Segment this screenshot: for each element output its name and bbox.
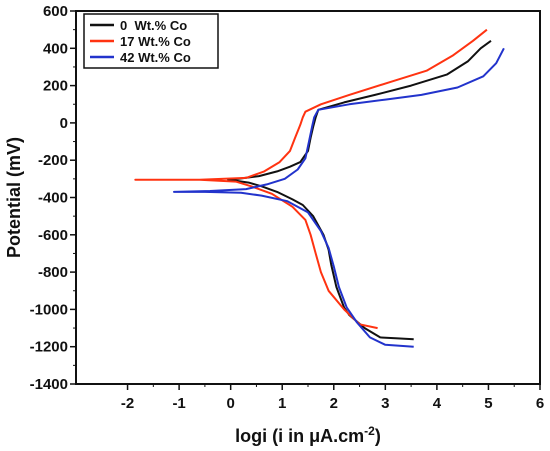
series-line-3 (173, 47, 505, 348)
x-tick-label: 3 (381, 395, 389, 412)
x-tick-label: 5 (484, 395, 492, 412)
series-line-1 (227, 39, 492, 341)
y-tick-label: 400 (43, 40, 68, 57)
x-axis-label-sup: -2 (364, 424, 375, 438)
x-tick-label: 1 (278, 395, 286, 412)
y-tick-label: 600 (43, 3, 68, 20)
x-tick-label: 6 (536, 395, 544, 412)
x-tick-label: 4 (433, 395, 442, 412)
y-tick-label: -800 (38, 264, 68, 281)
y-tick-label: 200 (43, 78, 68, 95)
x-axis-label: logi (i in μA.cm-2) (235, 424, 381, 446)
y-tick-label: -200 (38, 152, 68, 169)
legend-label-3: 42 Wt.% Co (120, 50, 191, 65)
x-axis-label-main: logi (i in μA.cm (235, 426, 364, 446)
x-tick-label: -2 (121, 395, 134, 412)
y-tick-label: -400 (38, 190, 68, 207)
legend-label-1: 0 Wt.% Co (120, 18, 187, 33)
x-axis-label-close: ) (375, 426, 381, 446)
x-tick-label: 0 (226, 395, 234, 412)
y-tick-label: 0 (60, 115, 68, 132)
x-tick-label: 2 (330, 395, 338, 412)
axis-ticks: -2 -1 0 1 2 3 4 5 6 -1400 -1200 -1000 -800 -600 -400 -2… (30, 3, 545, 412)
x-tick-label: -1 (172, 395, 185, 412)
y-tick-label: -1000 (30, 301, 68, 318)
y-tick-label: -1400 (30, 376, 68, 393)
plot-curves (134, 28, 505, 348)
y-axis-label: Potential (mV) (4, 137, 24, 258)
series-line-2 (134, 28, 488, 330)
y-tick-label: -1200 (30, 339, 68, 356)
legend-label-2: 17 Wt.% Co (120, 34, 191, 49)
y-tick-label: -600 (38, 227, 68, 244)
